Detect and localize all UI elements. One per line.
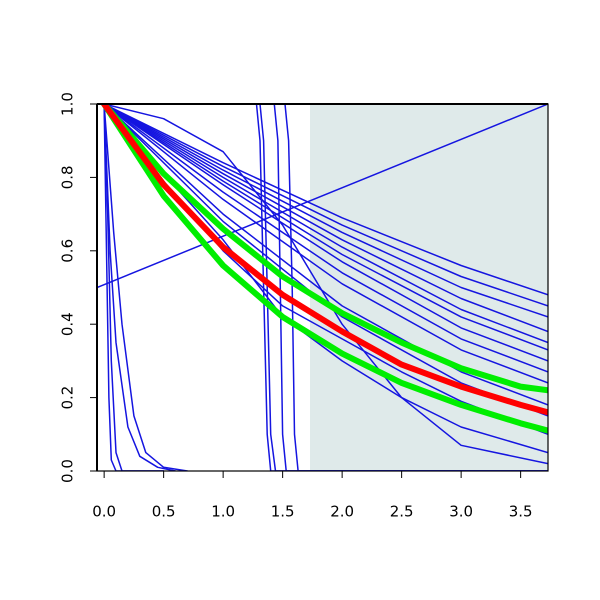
x-tick-label: 1.5 (271, 503, 295, 521)
x-tick-label: 3.0 (449, 503, 473, 521)
curve (103, 104, 548, 318)
curve (103, 104, 548, 362)
y-tick-label: 1.0 (59, 92, 77, 116)
y-tick-label: 0.6 (59, 239, 77, 263)
x-tick-label: 1.0 (211, 503, 235, 521)
curve (103, 104, 548, 471)
y-tick-label: 0.4 (59, 312, 77, 336)
axes: 0.0 0.5 1.0 1.5 2.0 2.5 3.0 3.5 0.0 0.2 0.4 0.6 0.8 1… (59, 92, 549, 521)
y-tick-label: 0.8 (59, 165, 77, 189)
x-tick-label: 3.5 (509, 503, 533, 521)
curve (103, 104, 548, 471)
curve (103, 104, 548, 406)
curve (103, 104, 548, 471)
x-tick-label: 2.0 (330, 503, 354, 521)
curve (103, 104, 548, 351)
x-tick-label: 0.0 (92, 503, 116, 521)
x-tick-label: 0.5 (152, 503, 176, 521)
curve (103, 104, 548, 465)
curve (103, 104, 165, 471)
y-tick-label: 0.0 (59, 459, 77, 483)
y-tick-label: 0.2 (59, 386, 77, 410)
curve (97, 104, 548, 289)
curve (103, 104, 548, 296)
curve (103, 104, 548, 373)
curve (103, 104, 548, 471)
curve (103, 104, 548, 333)
curve (101, 104, 548, 416)
curve (103, 104, 548, 384)
curve (103, 104, 189, 471)
curve (101, 104, 548, 434)
plot-area (97, 104, 548, 471)
curve (103, 104, 548, 344)
curve (101, 104, 548, 394)
curve (103, 104, 548, 307)
shaded-region (310, 104, 548, 471)
curve (103, 104, 177, 471)
x-tick-label: 2.5 (390, 503, 414, 521)
